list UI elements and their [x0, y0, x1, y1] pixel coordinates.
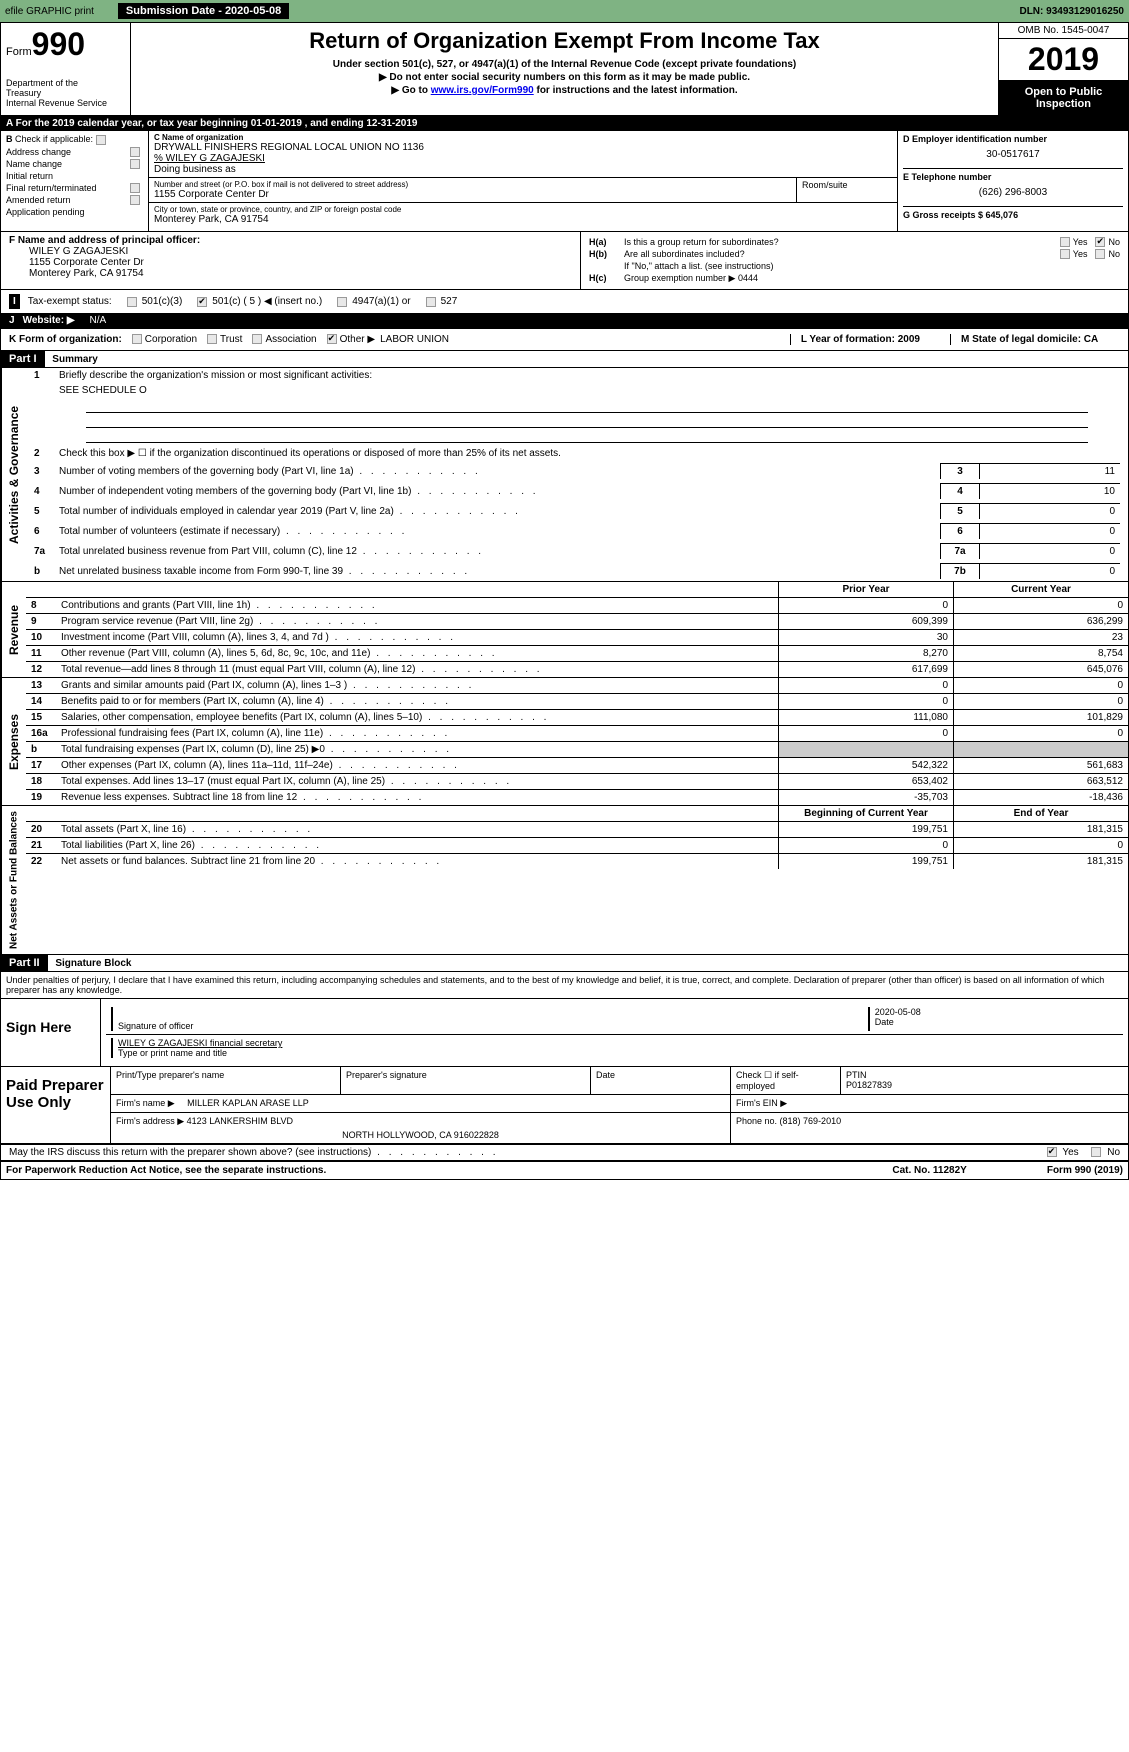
- efile-label: efile GRAPHIC print: [5, 6, 94, 17]
- checkbox[interactable]: [127, 297, 137, 307]
- ptin: P01827839: [846, 1080, 1123, 1090]
- phone: (626) 296-8003: [903, 187, 1123, 198]
- tax-year: 2019: [999, 39, 1128, 81]
- dept-line1: Department of the: [6, 78, 125, 88]
- dept-line2: Treasury: [6, 88, 125, 98]
- form-number: 990: [32, 26, 85, 62]
- checkbox-yes[interactable]: [1060, 237, 1070, 247]
- checkbox-no[interactable]: [1091, 1147, 1101, 1157]
- section-j: J Website: ▶ N/A: [1, 313, 1128, 328]
- sign-section: Sign Here Signature of officer 2020-05-0…: [1, 999, 1128, 1067]
- irs-link[interactable]: www.irs.gov/Form990: [431, 85, 534, 96]
- street-address: 1155 Corporate Center Dr: [154, 189, 791, 200]
- checkbox[interactable]: [197, 297, 207, 307]
- section-b: B Check if applicable: Address change Na…: [1, 131, 1128, 231]
- section-b-right: D Employer identification number 30-0517…: [898, 131, 1128, 231]
- section-klm: K Form of organization: Corporation Trus…: [1, 328, 1128, 351]
- org-name: DRYWALL FINISHERS REGIONAL LOCAL UNION N…: [154, 142, 892, 153]
- header-right: OMB No. 1545-0047 2019 Open to Public In…: [998, 23, 1128, 115]
- ein: 30-0517617: [903, 149, 1123, 160]
- dept-line3: Internal Revenue Service: [6, 98, 125, 108]
- omb-number: OMB No. 1545-0047: [999, 23, 1128, 39]
- officer-name: WILEY G ZAGAJESKI: [29, 246, 572, 257]
- part1-header: Part I Summary: [1, 351, 1128, 368]
- tax-year-row: A For the 2019 calendar year, or tax yea…: [1, 116, 1128, 131]
- subtitle3: ▶ Go to www.irs.gov/Form990 for instruct…: [136, 85, 993, 96]
- revenue-section: Revenue Prior Year Current Year 8Contrib…: [1, 582, 1128, 678]
- header-left: Form990 Department of the Treasury Inter…: [1, 23, 131, 115]
- checkbox-no[interactable]: [1095, 237, 1105, 247]
- paid-preparer-section: Paid Preparer Use Only Print/Type prepar…: [1, 1067, 1128, 1145]
- submission-date: Submission Date - 2020-05-08: [118, 3, 289, 19]
- checkbox[interactable]: [252, 334, 262, 344]
- part2-header: Part II Signature Block: [1, 955, 1128, 972]
- gross-receipts: G Gross receipts $ 645,076: [903, 210, 1123, 220]
- form-container: Form990 Department of the Treasury Inter…: [0, 22, 1129, 1180]
- top-bar: efile GRAPHIC print Submission Date - 20…: [0, 0, 1129, 22]
- section-i: I Tax-exempt status: 501(c)(3) 501(c) ( …: [1, 289, 1128, 313]
- section-b-left: B Check if applicable: Address change Na…: [1, 131, 149, 231]
- expenses-section: Expenses 13Grants and similar amounts pa…: [1, 678, 1128, 806]
- subtitle1: Under section 501(c), 527, or 4947(a)(1)…: [136, 59, 993, 70]
- header-center: Return of Organization Exempt From Incom…: [131, 23, 998, 115]
- checkbox[interactable]: [337, 297, 347, 307]
- section-f: F Name and address of principal officer:…: [1, 231, 1128, 289]
- checkbox[interactable]: [130, 147, 140, 157]
- checkbox[interactable]: [132, 334, 142, 344]
- care-of: % WILEY G ZAGAJESKI: [154, 153, 892, 164]
- subtitle2: ▶ Do not enter social security numbers o…: [136, 72, 993, 83]
- checkbox[interactable]: [130, 183, 140, 193]
- checkbox[interactable]: [327, 334, 337, 344]
- checkbox[interactable]: [426, 297, 436, 307]
- section-b-center: C Name of organization DRYWALL FINISHERS…: [149, 131, 898, 231]
- checkbox-yes[interactable]: [1047, 1147, 1057, 1157]
- netassets-section: Net Assets or Fund Balances Beginning of…: [1, 806, 1128, 955]
- perjury-statement: Under penalties of perjury, I declare th…: [1, 972, 1128, 999]
- form-header: Form990 Department of the Treasury Inter…: [1, 23, 1128, 116]
- checkbox[interactable]: [130, 195, 140, 205]
- form-footer: For Paperwork Reduction Act Notice, see …: [1, 1162, 1128, 1179]
- city-address: Monterey Park, CA 91754: [154, 214, 892, 225]
- form-prefix: Form: [6, 46, 32, 58]
- firm-name: MILLER KAPLAN ARASE LLP: [187, 1098, 309, 1108]
- checkbox[interactable]: [130, 159, 140, 169]
- inspection-label: Open to Public Inspection: [999, 81, 1128, 115]
- checkbox[interactable]: [207, 334, 217, 344]
- governance-section: Activities & Governance 1 Briefly descri…: [1, 368, 1128, 582]
- checkbox-no[interactable]: [1095, 249, 1105, 259]
- checkbox-yes[interactable]: [1060, 249, 1070, 259]
- discuss-row: May the IRS discuss this return with the…: [1, 1145, 1128, 1162]
- checkbox[interactable]: [96, 135, 106, 145]
- dln: DLN: 93493129016250: [1019, 6, 1124, 17]
- form-title: Return of Organization Exempt From Incom…: [136, 28, 993, 54]
